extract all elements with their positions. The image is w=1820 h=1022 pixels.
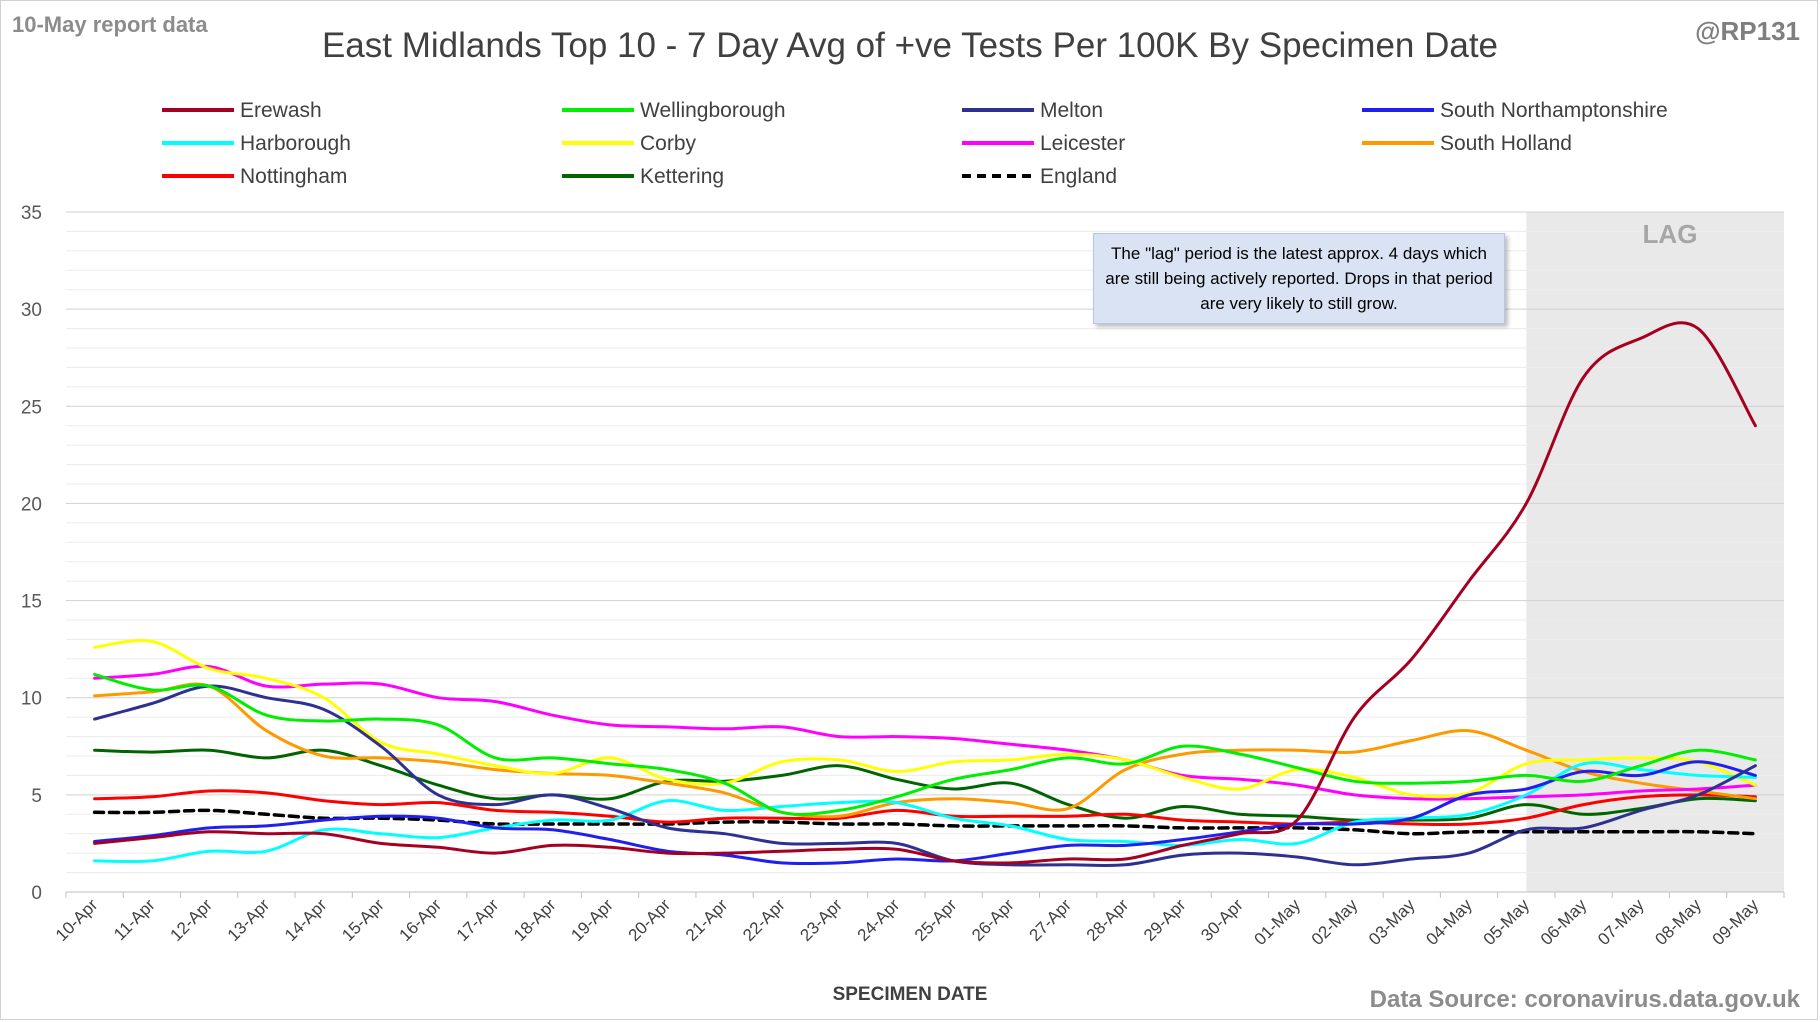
y-tick-label: 0 bbox=[31, 883, 42, 904]
legend-label-nottingham: Nottingham bbox=[240, 165, 347, 188]
series-line-corby bbox=[93, 639, 1757, 799]
series-line-erewash bbox=[93, 321, 1757, 865]
legend-label-kettering: Kettering bbox=[640, 165, 724, 188]
author-handle: @RP131 bbox=[1695, 16, 1800, 46]
y-tick-label: 35 bbox=[21, 203, 42, 224]
lag-region-label: LAG bbox=[1642, 219, 1698, 249]
x-tick-label: 14-Apr bbox=[281, 895, 331, 945]
y-tick-label: 10 bbox=[21, 689, 42, 710]
series-line-wellingborough bbox=[93, 672, 1757, 816]
y-tick-label: 15 bbox=[21, 592, 42, 613]
x-tick-label: 15-Apr bbox=[338, 895, 388, 945]
report-date-label: 10-May report data bbox=[12, 12, 208, 37]
x-tick-label: 28-Apr bbox=[1083, 895, 1133, 945]
x-tick-label: 04-May bbox=[1422, 895, 1476, 949]
series-line-leicester bbox=[93, 664, 1757, 801]
x-tick-label: 02-May bbox=[1308, 895, 1362, 949]
x-axis-title: SPECIMEN DATE bbox=[832, 984, 988, 1005]
x-tick-label: 11-Apr bbox=[110, 895, 159, 944]
x-tick-label: 05-May bbox=[1480, 895, 1534, 949]
x-tick-label: 23-Apr bbox=[796, 895, 846, 945]
x-tick-label: 22-Apr bbox=[739, 895, 789, 945]
y-tick-label: 5 bbox=[31, 786, 42, 807]
x-tick-label: 17-Apr bbox=[453, 895, 503, 945]
data-source-credit: Data Source: coronavirus.data.gov.uk bbox=[1369, 986, 1800, 1013]
series-line-england bbox=[92, 808, 1758, 836]
series-line-harborough bbox=[93, 761, 1757, 864]
x-tick-label: 29-Apr bbox=[1140, 895, 1190, 945]
x-tick-label: 20-Apr bbox=[625, 895, 675, 945]
legend-label-wellingborough: Wellingborough bbox=[640, 99, 786, 122]
legend-label-england: England bbox=[1040, 165, 1117, 188]
legend-label-south-northamptonshire: South Northamptonshire bbox=[1440, 99, 1668, 122]
x-tick-label: 08-May bbox=[1651, 895, 1705, 949]
x-tick-label: 12-Apr bbox=[166, 895, 216, 945]
legend-label-corby: Corby bbox=[640, 132, 697, 155]
chart-title: East Midlands Top 10 - 7 Day Avg of +ve … bbox=[321, 26, 1499, 65]
x-tick-label: 13-Apr bbox=[224, 895, 274, 945]
y-tick-label: 20 bbox=[21, 494, 42, 515]
x-tick-label: 18-Apr bbox=[510, 895, 560, 945]
x-tick-label: 30-Apr bbox=[1197, 895, 1247, 945]
lag-explanation-note: The "lag" period is the latest approx. 4… bbox=[1093, 233, 1505, 324]
legend-label-leicester: Leicester bbox=[1040, 132, 1125, 155]
x-tick-label: 26-Apr bbox=[968, 895, 1018, 945]
series-line-melton bbox=[93, 684, 1757, 868]
legend-label-south-holland: South Holland bbox=[1440, 132, 1572, 155]
legend-label-harborough: Harborough bbox=[240, 132, 351, 155]
legend-label-erewash: Erewash bbox=[240, 99, 322, 122]
x-tick-label: 27-Apr bbox=[1025, 895, 1075, 945]
x-tick-label: 21-Apr bbox=[682, 895, 732, 945]
x-tick-label: 03-May bbox=[1365, 895, 1419, 949]
series-line-nottingham bbox=[93, 789, 1757, 827]
y-tick-label: 25 bbox=[21, 397, 42, 418]
series-line-south-holland bbox=[93, 682, 1757, 819]
series-line-south-northamptonshire bbox=[93, 760, 1757, 866]
x-tick-label: 06-May bbox=[1537, 895, 1591, 949]
legend-label-melton: Melton bbox=[1040, 99, 1103, 122]
x-tick-label: 24-Apr bbox=[854, 895, 904, 945]
x-tick-label: 01-May bbox=[1251, 895, 1305, 949]
y-tick-label: 30 bbox=[21, 300, 42, 321]
x-tick-label: 25-Apr bbox=[911, 895, 961, 945]
series-line-kettering bbox=[93, 748, 1757, 822]
x-tick-label: 16-Apr bbox=[396, 895, 446, 945]
x-tick-label: 10-Apr bbox=[52, 895, 102, 945]
x-tick-label: 09-May bbox=[1709, 895, 1763, 949]
x-tick-label: 19-Apr bbox=[567, 895, 617, 945]
x-tick-label: 07-May bbox=[1594, 895, 1648, 949]
